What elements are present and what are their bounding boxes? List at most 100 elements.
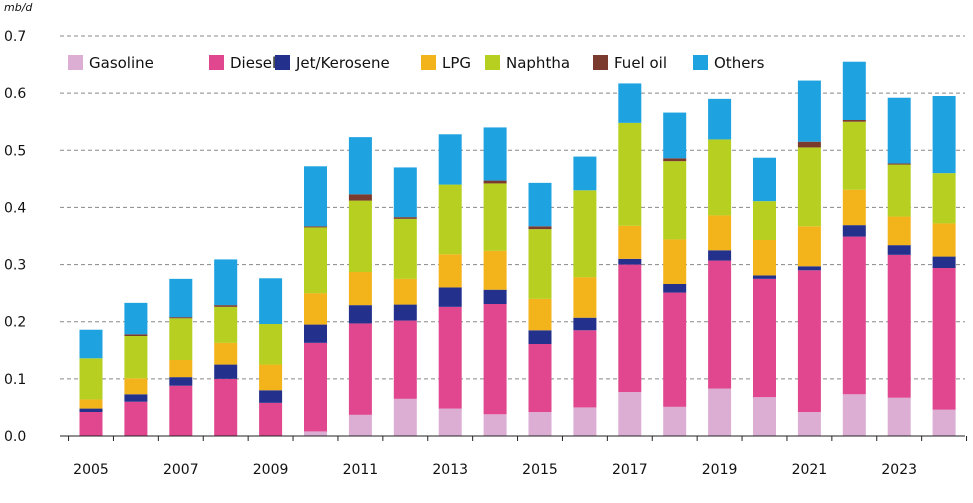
gridlines [60, 35, 965, 380]
legend-swatch [209, 55, 224, 70]
bar-segment [393, 398, 417, 436]
bar-segment [887, 216, 911, 246]
bar-segment [304, 342, 327, 432]
legend-swatch [693, 55, 708, 70]
x-tick-label: 2017 [612, 462, 648, 478]
bar-segment [483, 183, 507, 251]
legend-swatch [593, 55, 608, 70]
y-tick-label: 0.2 [4, 315, 26, 331]
bar-segment [753, 201, 776, 240]
bar-segment [753, 278, 776, 398]
bar-segment [304, 431, 327, 436]
bar-segment [438, 134, 462, 185]
bar-segment [438, 306, 462, 409]
x-tick-label: 2021 [792, 462, 828, 478]
x-tick-label: 2011 [343, 462, 379, 478]
x-tick-label: 2013 [432, 462, 468, 478]
bar-segment [528, 226, 552, 230]
x-tick-label: 2023 [881, 462, 917, 478]
bar-segment [348, 323, 372, 415]
bar-segment [842, 121, 866, 190]
bar-segment [573, 317, 597, 331]
bar-segment [663, 239, 687, 284]
bar-segment [438, 184, 462, 255]
bar-segment [348, 414, 372, 436]
bar-segment [393, 167, 417, 218]
bar-segment [618, 264, 642, 392]
bar-segment [663, 161, 687, 240]
bar-segment [528, 298, 552, 331]
bar-segment [842, 120, 866, 122]
bar-segment [708, 388, 732, 436]
y-tick-label: 0.6 [4, 86, 26, 102]
bar-segment [887, 397, 911, 436]
bar-segment [483, 289, 507, 304]
bars [79, 61, 956, 436]
bar-segment [573, 277, 597, 318]
bar-segment [79, 408, 103, 412]
bar-segment [887, 163, 911, 165]
bar-segment [169, 317, 193, 319]
bar-segment [797, 80, 821, 142]
bar-segment [393, 304, 417, 321]
bar-segment [79, 399, 103, 409]
bar-segment [304, 226, 327, 228]
bar-segment [483, 304, 507, 415]
bar-segment [753, 240, 776, 276]
x-tick-label: 2015 [522, 462, 558, 478]
bar-segment [124, 401, 148, 436]
bar-segment [932, 409, 956, 436]
bar-segment [124, 336, 148, 379]
bar-segment [348, 200, 372, 272]
bar-segment [304, 324, 327, 343]
y-tick-label: 0.5 [4, 143, 26, 159]
bar-segment [842, 236, 866, 395]
x-tick-label: 2009 [253, 462, 289, 478]
legend-label: Jet/Kerosene [295, 54, 390, 72]
bar-segment [753, 275, 776, 279]
bar-segment [169, 377, 193, 386]
bar-segment [932, 96, 956, 174]
bar-segment [259, 390, 283, 403]
y-unit-label: mb/d [4, 1, 33, 14]
bar-segment [438, 287, 462, 307]
bar-segment [708, 98, 732, 140]
bar-segment [573, 190, 597, 278]
bar-segment [887, 254, 911, 398]
legend-swatch [421, 55, 436, 70]
bar-segment [483, 414, 507, 436]
bar-segment [124, 334, 148, 336]
y-tick-label: 0.4 [4, 200, 26, 216]
bar-segment [169, 360, 193, 378]
bar-segment [618, 122, 642, 226]
bar-segment [214, 259, 238, 306]
bar-segment [618, 392, 642, 436]
y-tick-label: 0.3 [4, 258, 26, 274]
legend: Gasoline Diesel Jet/Kerosene LPG Naphtha Fuel… [68, 54, 765, 72]
bar-segment [663, 284, 687, 293]
bar-segment [348, 272, 372, 306]
bar-segment [259, 364, 283, 391]
bar-segment [887, 245, 911, 255]
legend-label: Fuel oil [614, 54, 667, 72]
bar-segment [753, 157, 776, 202]
bar-segment [887, 97, 911, 164]
bar-segment [169, 385, 193, 436]
x-tick-label: 2019 [702, 462, 738, 478]
bar-segment [618, 225, 642, 259]
bar-segment [842, 225, 866, 237]
bar-segment [214, 378, 238, 436]
bar-segment [573, 156, 597, 191]
bar-segment [214, 306, 238, 343]
bar-segment [932, 268, 956, 410]
bar-segment [842, 189, 866, 226]
bar-segment [663, 158, 687, 162]
bar-segment [393, 278, 417, 305]
y-tick-label: 0.7 [4, 29, 26, 45]
bar-segment [797, 270, 821, 412]
bar-segment [124, 394, 148, 402]
bar-segment [663, 112, 687, 159]
bar-segment [618, 83, 642, 123]
bar-segment [393, 320, 417, 399]
